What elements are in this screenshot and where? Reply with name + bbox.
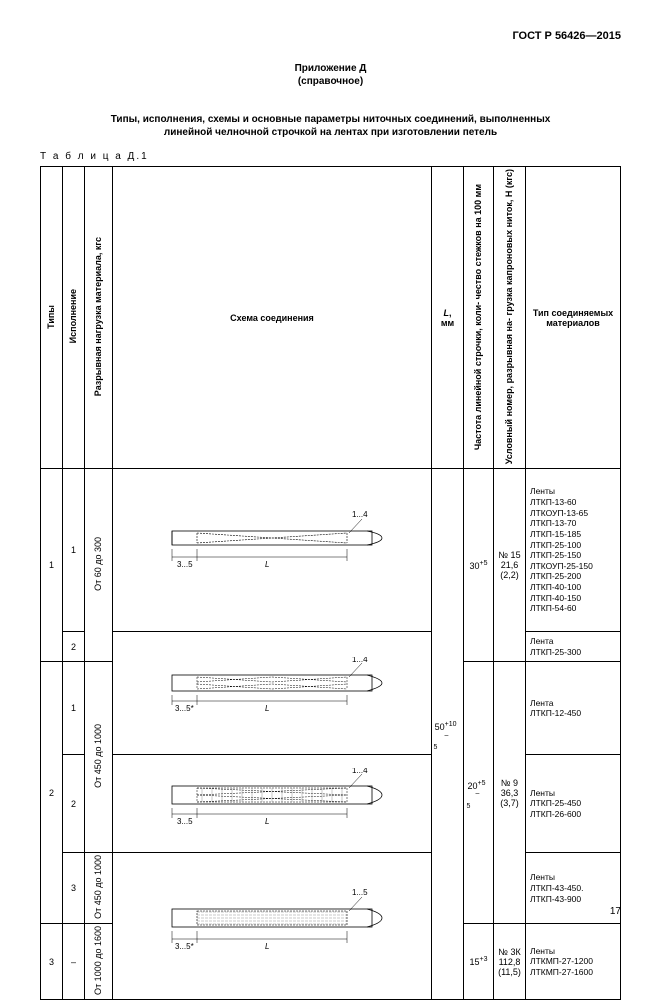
cell-tip: 3	[41, 924, 63, 1000]
gost-code: ГОСТ Р 56426—2015	[40, 30, 621, 42]
table-row: 3 От 450 до 1000 3...5*	[41, 853, 621, 924]
cell-diagram: 3...5 L 1...4	[113, 469, 432, 632]
svg-text:1...4: 1...4	[352, 510, 368, 519]
svg-text:L: L	[265, 704, 269, 713]
svg-text:3...5: 3...5	[177, 817, 193, 826]
appendix-heading: Приложение Д (справочное)	[40, 62, 621, 88]
cell-materials: ЛентыЛТКП-13-60ЛТКОУП-13-65ЛТКП-13-70ЛТК…	[526, 469, 621, 632]
cell-razryv: От 450 до 1000	[85, 853, 113, 924]
hdr-freq: Частота линейной строчки, коли- чество с…	[464, 167, 494, 469]
diagram-shade: 3...5* L 1...5	[157, 885, 387, 965]
cell-materials: ЛентаЛТКП-12-450	[526, 662, 621, 755]
cell-isp: 2	[63, 755, 85, 853]
svg-text:1...5: 1...5	[352, 888, 368, 897]
cell-thread: № 15 21,6 (2,2)	[494, 469, 526, 662]
cell-freq: 30+5	[464, 469, 494, 662]
svg-text:3...5*: 3...5*	[175, 942, 194, 951]
main-title: Типы, исполнения, схемы и основные парам…	[40, 113, 621, 139]
cell-l: 50+10–5	[432, 469, 464, 1000]
page-number: 17	[610, 906, 621, 917]
cell-isp: 2	[63, 632, 85, 662]
diagram-single-cross: 3...5 L 1...4	[157, 509, 387, 589]
appendix-sub: (справочное)	[298, 76, 363, 87]
cell-freq: 15+3	[464, 924, 494, 1000]
svg-text:3...5*: 3...5*	[175, 704, 194, 713]
table-row: 2	[41, 755, 621, 853]
hdr-mat: Тип соединяемых материалов	[526, 167, 621, 469]
svg-text:1...4: 1...4	[352, 768, 368, 775]
cell-isp: 1	[63, 662, 85, 755]
cell-tip: 1	[41, 469, 63, 662]
hdr-thread: Условный номер, разрывная на- грузка кап…	[494, 167, 526, 469]
parameters-table: Типы Исполнение Разрывная нагрузка матер…	[40, 166, 621, 1000]
hdr-schema: Схема соединения	[113, 167, 432, 469]
page: ГОСТ Р 56426—2015 Приложение Д (справочн…	[0, 0, 661, 935]
hdr-l: L,мм	[432, 167, 464, 469]
table-label: Т а б л и ц а Д.1	[40, 151, 621, 162]
cell-diagram: 3...5 L 1...4	[113, 755, 432, 853]
cell-freq: 20+5–5	[464, 662, 494, 924]
hdr-tip: Типы	[41, 167, 63, 469]
svg-text:L: L	[265, 942, 269, 951]
cell-isp: 3	[63, 853, 85, 924]
cell-diagram: 3...5* L 1...5	[113, 853, 432, 1000]
cell-razryv: От 450 до 1000	[85, 662, 113, 853]
hdr-isp: Исполнение	[63, 167, 85, 469]
cell-diagram: 3...5* L 1...4	[113, 632, 432, 755]
svg-text:1...4: 1...4	[352, 657, 368, 664]
cell-tip: 2	[41, 662, 63, 924]
table-row: 2 3...5*	[41, 632, 621, 662]
header-row: Типы Исполнение Разрывная нагрузка матер…	[41, 167, 621, 469]
cell-razryv: От 1000 до 1600	[85, 924, 113, 1000]
cell-isp: –	[63, 924, 85, 1000]
hdr-razryv: Разрывная нагрузка материала, кгс	[85, 167, 113, 469]
cell-isp: 1	[63, 469, 85, 632]
cell-materials: ЛентыЛТКП-25-450ЛТКП-26-600	[526, 755, 621, 853]
diagram-double-cross-shade: 3...5 L 1...4	[157, 768, 387, 838]
table-row: 1 1 От 60 до 300	[41, 469, 621, 632]
cell-materials: ЛентыЛТКП-43-450.ЛТКП-43-900	[526, 853, 621, 924]
appendix-title: Приложение Д	[295, 63, 367, 74]
cell-materials: ЛентыЛТКМП-27-1200ЛТКМП-27-1600	[526, 924, 621, 1000]
svg-text:3...5: 3...5	[177, 560, 193, 569]
cell-razryv: От 60 до 300	[85, 469, 113, 662]
svg-text:L: L	[265, 817, 269, 826]
cell-thread: № 9 36,3 (3,7)	[494, 662, 526, 924]
svg-text:L: L	[265, 560, 269, 569]
diagram-double-cross: 3...5* L 1...4	[157, 657, 387, 727]
cell-thread: № 3К 112,8 (11,5)	[494, 924, 526, 1000]
cell-materials: ЛентаЛТКП-25-300	[526, 632, 621, 662]
